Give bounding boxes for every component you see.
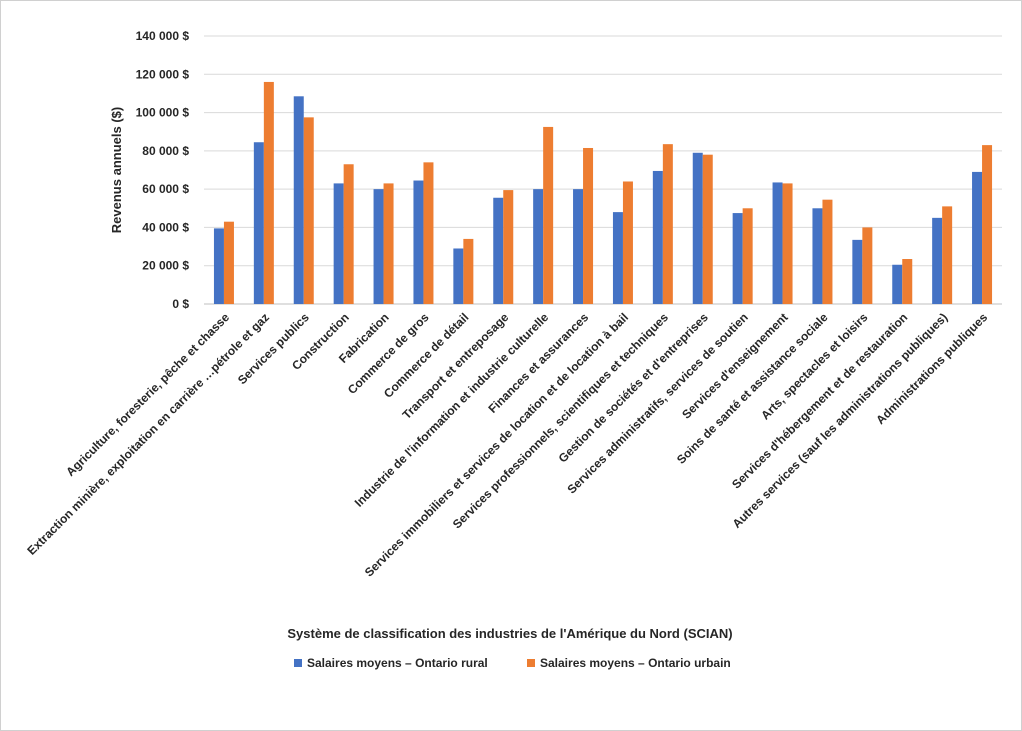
bar-urbain [543,126,554,304]
bar-urbain [423,162,434,304]
bar-rural [612,212,623,304]
bar-urbain [822,199,833,304]
bar-urbain [383,183,394,304]
legend: Salaires moyens – Ontario rural Salaires … [294,656,731,670]
bar-rural [293,96,304,304]
y-tick-label: 40 000 $ [142,220,189,234]
y-tick-label: 60 000 $ [142,182,189,196]
bar-urbain [942,206,953,304]
bar-rural [533,189,544,304]
bars [213,81,993,304]
x-axis-ticks: Agriculture, foresterie, pêche et chasse… [24,310,990,580]
bar-urbain [862,227,873,304]
bar-urbain [702,154,713,304]
bar-rural [732,213,743,304]
bar-urbain [303,117,314,304]
bar-rural [652,170,663,304]
bar-rural [373,189,384,304]
bar-urbain [982,145,993,304]
x-tick-label: Extraction minière, exploitation en carr… [24,310,272,558]
bar-urbain [263,81,274,304]
y-tick-label: 0 $ [172,297,189,311]
gridlines [204,35,1002,305]
x-tick-label: Services publics [235,310,312,387]
bar-urbain [622,181,633,304]
x-tick-label: Agriculture, foresterie, pêche et chasse [63,310,232,479]
bar-rural [413,180,424,304]
y-tick-label: 20 000 $ [142,259,189,273]
bar-rural [573,189,584,304]
bar-rural [932,217,943,304]
bar-rural [812,208,823,304]
bar-rural [772,182,783,304]
legend-label: Salaires moyens – Ontario urbain [540,656,731,670]
bar-urbain [583,147,594,304]
bar-urbain [503,190,514,304]
bar-rural [852,239,863,304]
bar-urbain [742,208,753,304]
bar-rural [692,152,703,304]
legend-swatch [294,659,302,667]
x-axis-title: Système de classification des industries… [287,626,732,641]
legend-swatch [527,659,535,667]
bar-rural [453,248,464,304]
y-axis-title: Revenus annuels ($) [109,107,124,233]
bar-urbain [782,183,793,304]
bar-rural [972,171,983,304]
bar-rural [892,264,903,304]
y-tick-label: 120 000 $ [136,67,190,81]
bar-rural [493,197,504,304]
bar-urbain [343,164,354,304]
y-tick-label: 80 000 $ [142,144,189,158]
bar-rural [333,183,344,304]
y-tick-label: 100 000 $ [136,106,190,120]
legend-label: Salaires moyens – Ontario rural [307,656,488,670]
bar-urbain [463,238,474,304]
x-tick-label: Services immobiliers et services de loca… [362,310,631,579]
bar-urbain [662,144,673,304]
y-tick-label: 140 000 $ [136,29,190,43]
bar-rural [213,228,224,304]
y-axis-ticks: 0 $ 20 000 $ 40 000 $ 60 000 $ 80 000 $ 100 0… [136,29,190,311]
bar-urbain [902,259,913,304]
bar-rural [253,142,264,304]
bar-urbain [223,221,234,304]
